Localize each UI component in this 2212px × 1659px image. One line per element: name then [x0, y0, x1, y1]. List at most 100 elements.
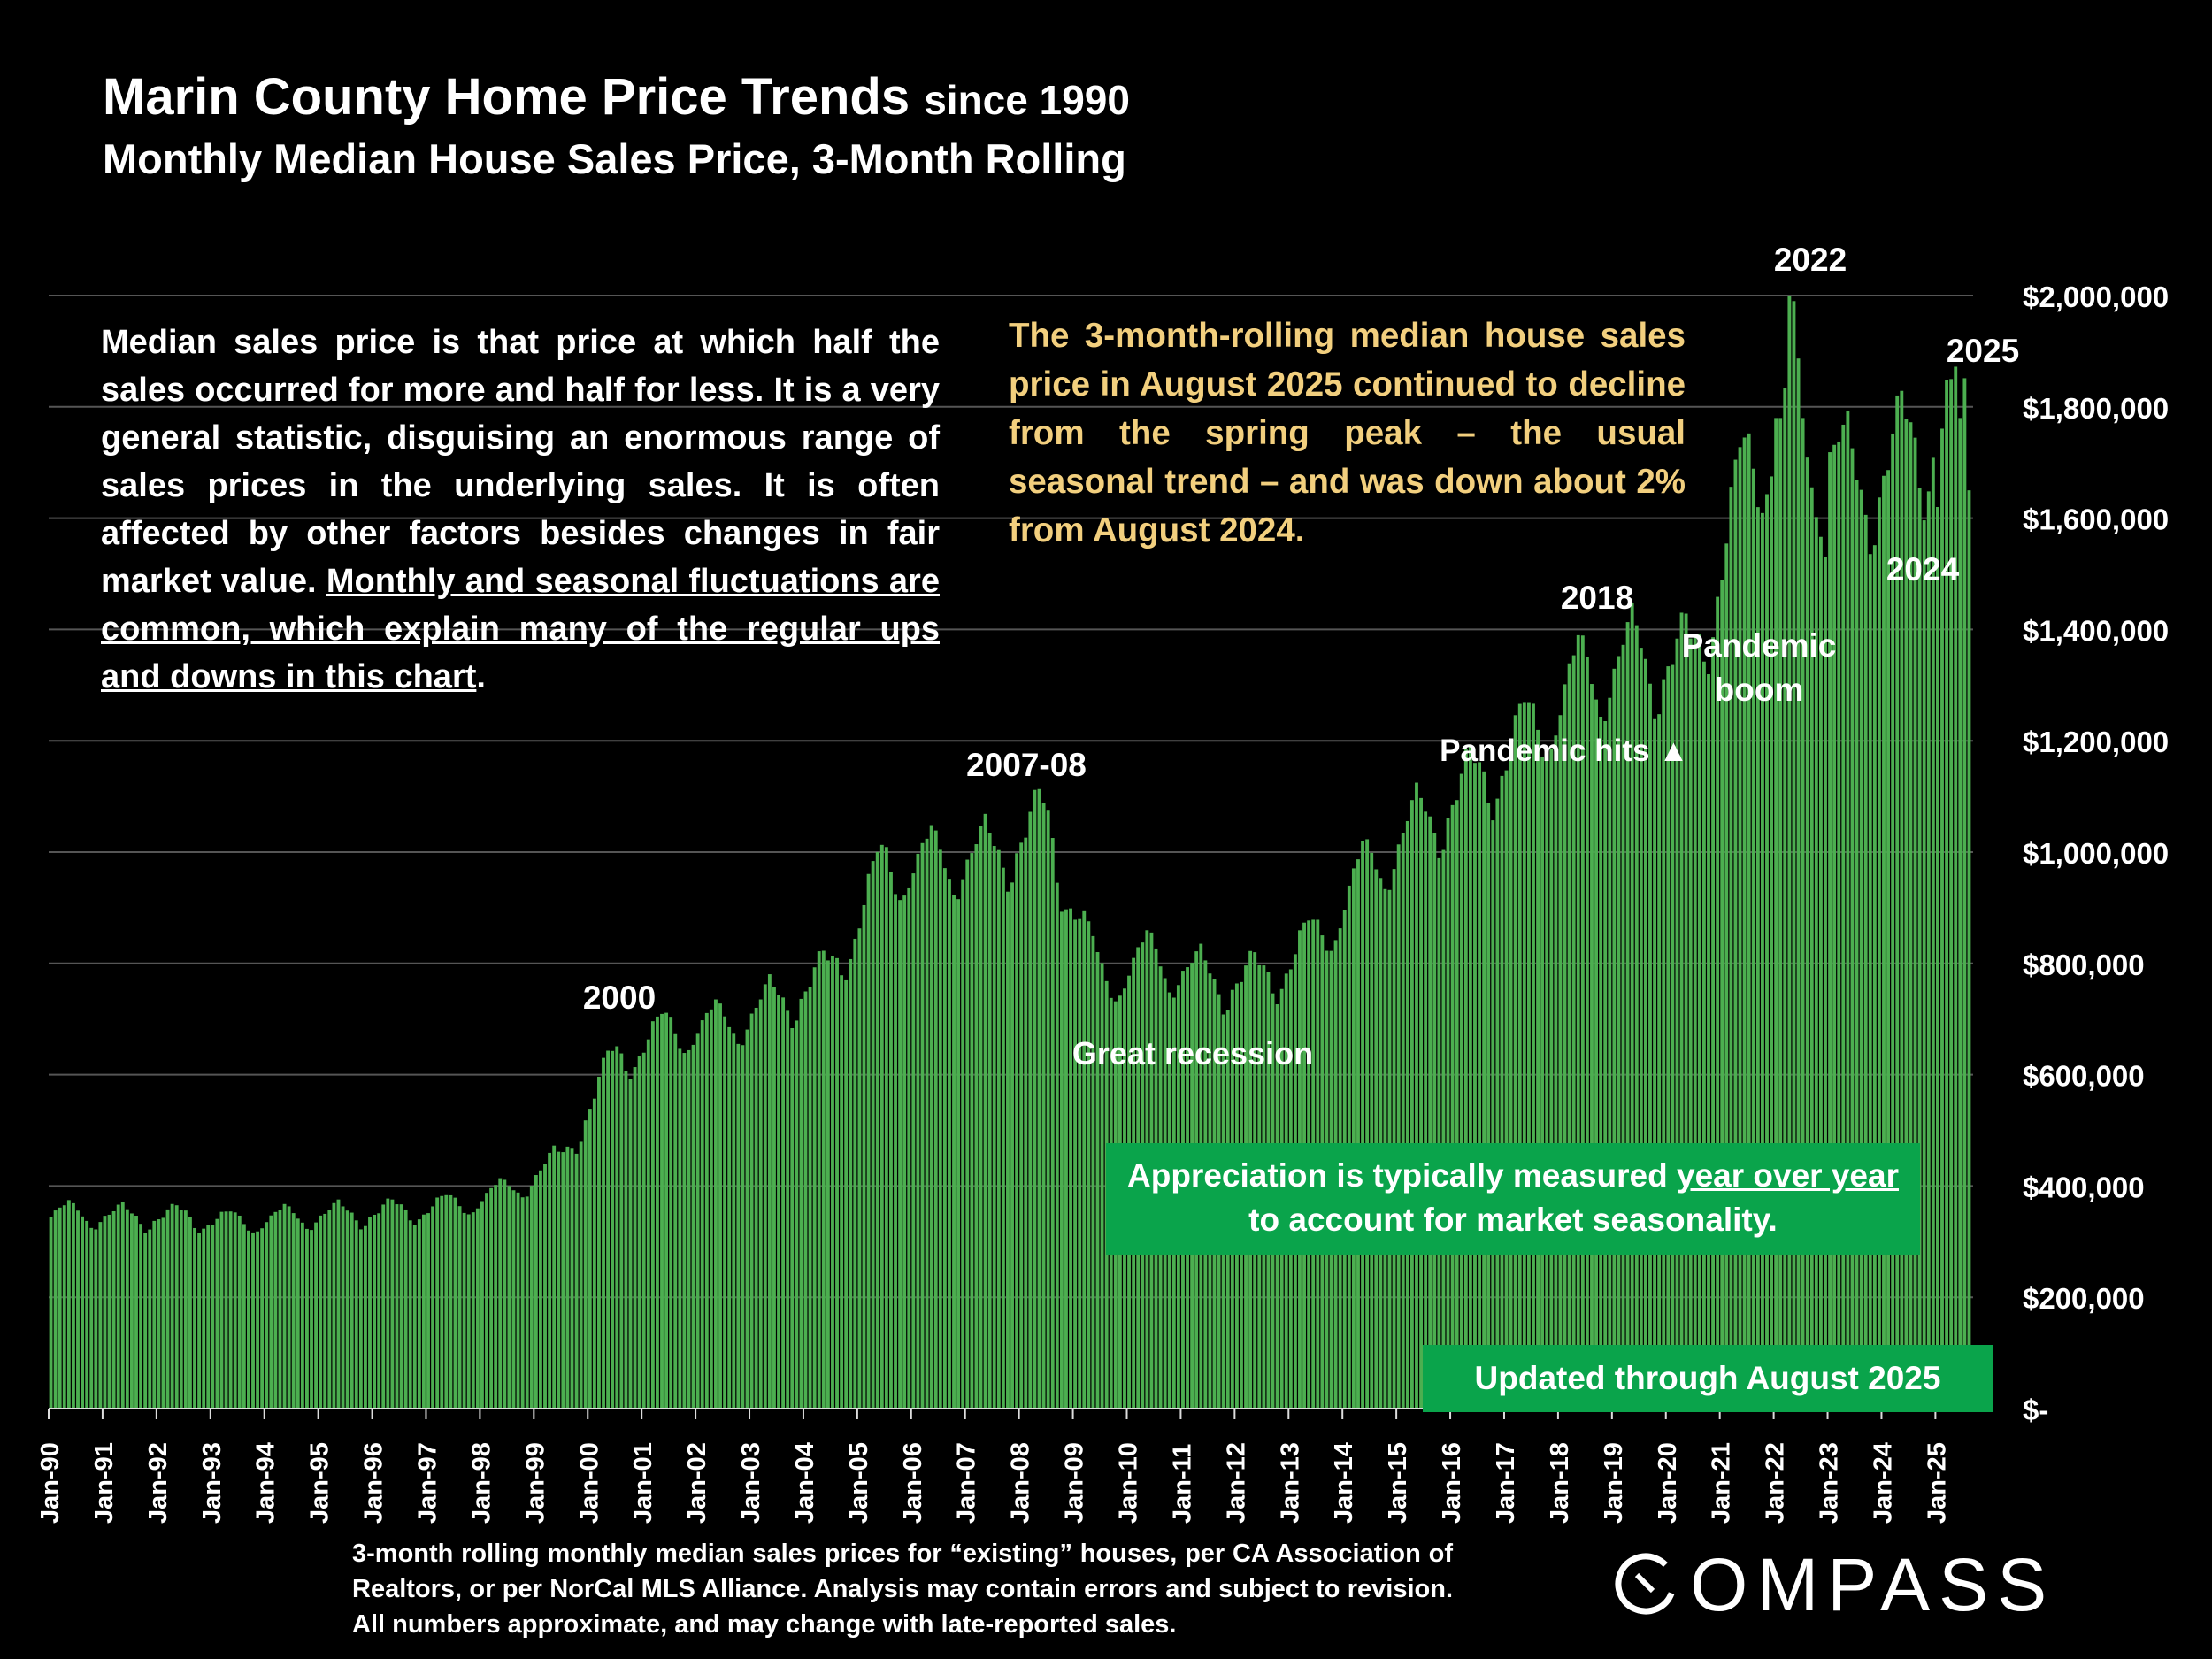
bar [1517, 703, 1522, 1409]
bar [1028, 811, 1033, 1409]
bar [646, 1039, 650, 1409]
bar [1697, 634, 1701, 1409]
bar [1526, 702, 1531, 1409]
bar [1882, 475, 1886, 1409]
bar [628, 1079, 633, 1409]
bar [1594, 699, 1598, 1409]
bar [1653, 718, 1656, 1409]
bar [1540, 757, 1545, 1409]
bar [611, 1050, 615, 1409]
bar [673, 1033, 678, 1409]
bar [1828, 452, 1832, 1409]
bar [933, 830, 938, 1409]
page-title: Marin County Home Price Trends since 199… [103, 69, 1130, 126]
bar [1455, 800, 1459, 1409]
bar [1536, 729, 1540, 1409]
bar [624, 1071, 628, 1409]
bar [1724, 543, 1729, 1409]
bar [1603, 721, 1608, 1409]
bar [619, 1053, 624, 1409]
bar [691, 1044, 695, 1409]
bar [781, 997, 786, 1409]
x-tick-label: Jan-11 [1168, 1444, 1196, 1524]
bar [772, 987, 776, 1409]
bar [1351, 868, 1356, 1409]
bar [1082, 910, 1087, 1409]
bar [1783, 388, 1787, 1409]
bar [300, 1222, 304, 1409]
bar [116, 1204, 120, 1409]
bar [390, 1199, 395, 1409]
compass-logo: C OMPASS [1615, 1543, 2047, 1626]
bar [1567, 663, 1571, 1409]
bar [709, 1009, 713, 1409]
bar [161, 1217, 165, 1409]
footnote: 3-month rolling monthly median sales pri… [352, 1540, 1453, 1639]
bar [134, 1216, 138, 1409]
bar [1733, 459, 1738, 1409]
bar [174, 1205, 179, 1409]
bar [1940, 428, 1944, 1409]
bar [170, 1203, 174, 1409]
bar [678, 1048, 682, 1409]
bar [377, 1213, 381, 1409]
bar [247, 1230, 250, 1409]
bar [1634, 625, 1639, 1409]
bar [1863, 514, 1868, 1409]
bar [1486, 803, 1491, 1409]
bar [81, 1216, 85, 1409]
bar [758, 999, 763, 1409]
x-tick-label: Jan-13 [1276, 1442, 1304, 1524]
bar [1904, 419, 1909, 1409]
bar [1958, 418, 1962, 1409]
bar [714, 999, 718, 1409]
bar [125, 1209, 129, 1409]
bar [1073, 919, 1078, 1409]
bar [364, 1225, 367, 1409]
y-tick-label: $1,400,000 [2023, 614, 2169, 647]
bar [548, 1152, 552, 1409]
bar [1356, 859, 1360, 1409]
bar [1500, 775, 1504, 1409]
bar [1059, 911, 1064, 1409]
bar [633, 1067, 637, 1409]
bar [948, 879, 951, 1409]
bar [139, 1224, 143, 1409]
bar [745, 1029, 749, 1409]
bar [1877, 497, 1881, 1409]
x-tick-label: Jan-99 [521, 1442, 549, 1524]
bar [687, 1049, 691, 1409]
bar [1814, 517, 1818, 1409]
bar [403, 1209, 408, 1409]
bar [637, 1056, 641, 1409]
bar [1913, 437, 1917, 1409]
y-tick-labels: $- $200,000 $400,000 $600,000 $800,000 $1,000… [2023, 280, 2169, 1426]
bar [857, 928, 862, 1409]
page-subtitle: Monthly Median House Sales Price, 3-Mont… [103, 135, 1126, 182]
bar [579, 1141, 583, 1409]
bar [444, 1194, 449, 1409]
bar [1931, 457, 1935, 1409]
annotations: 2000 2007-08 Great recession 2018 Pandemic h… [583, 242, 2019, 1071]
bar [354, 1220, 358, 1409]
bar [826, 960, 830, 1409]
bar [866, 873, 871, 1409]
explanation-underlined: Monthly and seasonal fluctuations are co… [101, 563, 940, 695]
x-tick-label: Jan-14 [1330, 1442, 1358, 1524]
august-note: The 3-month-rolling median house sales p… [1009, 317, 1686, 549]
bar [206, 1225, 211, 1409]
x-tick-label: Jan-25 [1923, 1442, 1951, 1524]
bar [1424, 811, 1428, 1409]
bar [1006, 891, 1010, 1409]
bar [1967, 490, 1971, 1409]
bar [1446, 818, 1450, 1409]
bar [89, 1227, 94, 1409]
bar [1050, 838, 1055, 1409]
bar [907, 887, 911, 1409]
bar [1850, 448, 1855, 1409]
bar [979, 826, 983, 1409]
bar [1441, 849, 1446, 1409]
bar [1078, 918, 1082, 1409]
bar [349, 1212, 354, 1409]
bar [1545, 760, 1549, 1409]
